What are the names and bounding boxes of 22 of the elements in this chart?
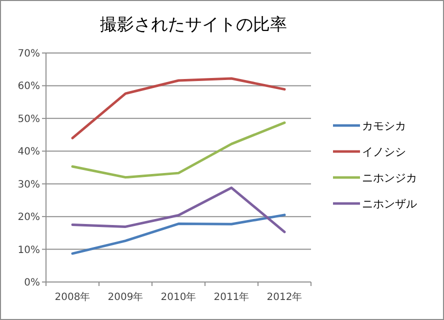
line-series xyxy=(71,186,286,234)
y-tick-label: 10% xyxy=(18,244,40,256)
y-tick-label: 70% xyxy=(18,48,40,60)
y-tick-label: 30% xyxy=(18,179,40,190)
x-tick-label: 2010年 xyxy=(160,291,196,303)
y-tick-label: 40% xyxy=(18,146,40,158)
x-tick-label: 2011年 xyxy=(214,291,250,303)
line-series xyxy=(71,121,286,179)
legend-label: ニホンジカ xyxy=(362,171,417,184)
line-series xyxy=(71,77,286,140)
chart-title: 撮影されたサイトの比率 xyxy=(100,15,287,35)
y-tick-label: 50% xyxy=(18,114,40,125)
legend-label: カモシカ xyxy=(362,119,406,132)
x-tick-label: 2009年 xyxy=(108,291,144,303)
y-tick-label: 20% xyxy=(18,212,40,224)
legend-label: イノシシ xyxy=(362,145,406,158)
y-tick-label: 0% xyxy=(24,278,40,288)
y-tick-label: 60% xyxy=(18,81,40,92)
x-tick-label: 2012年 xyxy=(266,291,302,303)
x-tick-label: 2008年 xyxy=(54,291,90,303)
legend-label: ニホンザル xyxy=(362,197,417,210)
line-series xyxy=(71,214,286,255)
